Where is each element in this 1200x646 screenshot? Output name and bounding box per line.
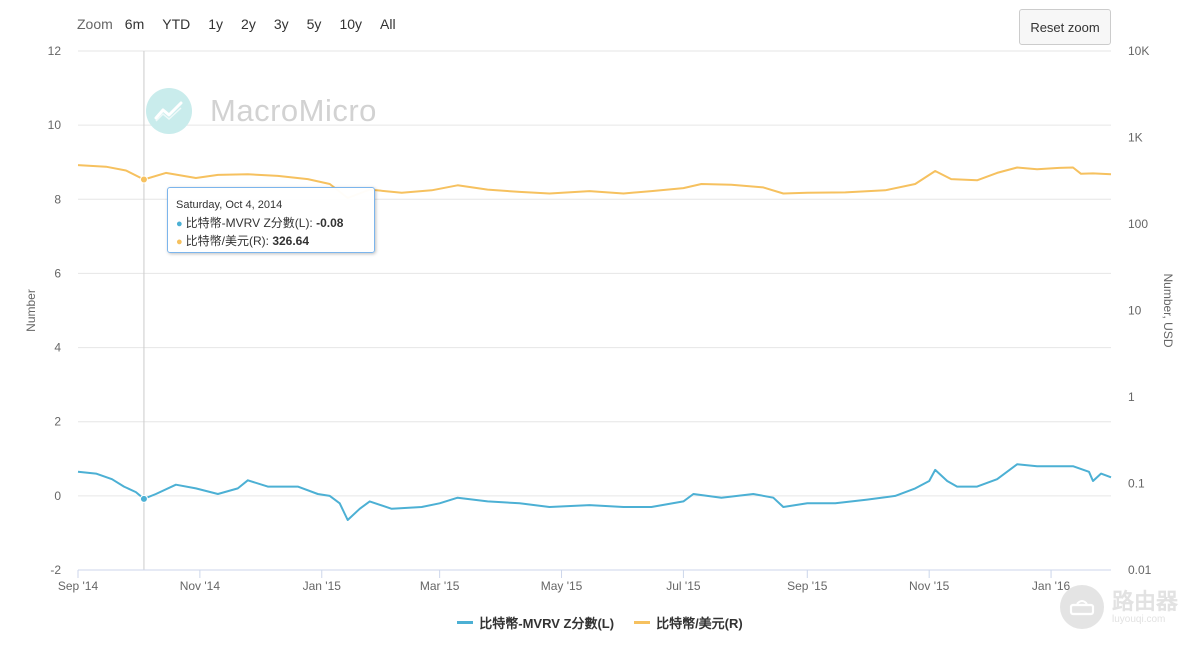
- x-tick-label: Jan '15: [303, 579, 342, 593]
- series-dot-icon: ●: [176, 218, 183, 230]
- y-left-tick-label: 8: [54, 192, 61, 206]
- corner-watermark: 路由器 luyouqi.com: [1060, 585, 1178, 629]
- y-left-tick-label: 6: [54, 266, 61, 280]
- legend-swatch: [634, 621, 651, 624]
- y-right-tick-label: 1K: [1128, 131, 1143, 145]
- axes: -2 0 2 4 6 8 10 12 0.01 0.1 1 10 100 1K 10K Sep '14 Nov …: [24, 44, 1175, 593]
- series-lines: [77, 164, 1112, 521]
- tooltip: Saturday, Oct 4, 2014 ● 比特幣-MVRV Z分數(L): …: [167, 187, 375, 253]
- x-tick-label: Jan '16: [1032, 579, 1071, 593]
- legend-item-mvrv[interactable]: 比特幣-MVRV Z分數(L): [457, 613, 614, 632]
- y-left-tick-label: 12: [48, 44, 62, 58]
- legend: 比特幣-MVRV Z分數(L) 比特幣/美元(R): [0, 613, 1200, 632]
- hover-point: [139, 494, 148, 503]
- tooltip-date: Saturday, Oct 4, 2014: [176, 199, 283, 211]
- tooltip-label: 比特幣-MVRV Z分數(L):: [185, 216, 317, 230]
- zoom-ytd-button[interactable]: YTD: [162, 16, 191, 32]
- zoom-all-button[interactable]: All: [380, 16, 396, 32]
- x-tick-label: Nov '14: [180, 579, 221, 593]
- y-left-tick-label: 2: [54, 415, 61, 429]
- reset-zoom-button[interactable]: Reset zoom: [1019, 9, 1111, 45]
- x-tick-label: Nov '15: [909, 579, 950, 593]
- y-right-tick-label: 10: [1128, 304, 1142, 318]
- x-tick-label: Mar '15: [420, 579, 460, 593]
- zoom-2y-button[interactable]: 2y: [241, 16, 256, 32]
- zoom-3y-button[interactable]: 3y: [273, 16, 289, 32]
- zoom-1y-button[interactable]: 1y: [208, 16, 224, 32]
- legend-item-price[interactable]: 比特幣/美元(R): [634, 613, 743, 632]
- y-right-tick-label: 1: [1128, 390, 1135, 404]
- y-left-tick-label: 4: [54, 341, 61, 355]
- y-left-tick-label: 0: [54, 489, 61, 503]
- y-right-axis-title: Number, USD: [1161, 273, 1175, 347]
- x-tick-label: Sep '14: [58, 579, 99, 593]
- hover-point: [139, 175, 148, 184]
- y-left-axis-title: Number: [24, 289, 38, 332]
- zoom-10y-button[interactable]: 10y: [339, 16, 363, 32]
- tooltip-value: 326.64: [272, 234, 310, 248]
- x-tick-label: Sep '15: [787, 579, 828, 593]
- zoom-bar: Zoom 6m YTD 1y 2y 3y 5y 10y All: [77, 14, 414, 34]
- y-right-tick-label: 0.1: [1128, 477, 1145, 491]
- x-tick-label: Jul '15: [666, 579, 701, 593]
- legend-swatch: [457, 621, 474, 624]
- zoom-5y-button[interactable]: 5y: [306, 16, 322, 32]
- watermark-text: MacroMicro: [210, 93, 377, 128]
- watermark: MacroMicro: [146, 88, 377, 134]
- x-tick-label: May '15: [541, 579, 583, 593]
- legend-label: 比特幣/美元(R): [656, 616, 743, 631]
- tooltip-row-price: ● 比特幣/美元(R): 326.64: [176, 233, 366, 251]
- tooltip-label: 比特幣/美元(R):: [185, 234, 273, 248]
- mvrv-z-score-line: [77, 463, 1112, 521]
- y-left-tick-label: -2: [50, 563, 61, 577]
- corner-text: 路由器: [1112, 588, 1179, 614]
- zoom-label: Zoom: [77, 16, 113, 32]
- trend-logo-icon: [146, 88, 192, 134]
- corner-text-group: 路由器 luyouqi.com: [1112, 588, 1179, 625]
- tooltip-value: -0.08: [316, 216, 344, 230]
- series-dot-icon: ●: [176, 236, 183, 248]
- y-right-tick-label: 100: [1128, 217, 1148, 231]
- legend-label: 比特幣-MVRV Z分數(L): [479, 616, 615, 631]
- router-logo-icon: [1060, 585, 1104, 629]
- y-left-tick-label: 10: [48, 118, 62, 132]
- y-right-tick-label: 0.01: [1128, 563, 1152, 577]
- zoom-6m-button[interactable]: 6m: [124, 16, 145, 32]
- y-right-tick-label: 10K: [1128, 44, 1149, 58]
- hover-markers: [139, 175, 148, 503]
- tooltip-row-mvrv: ● 比特幣-MVRV Z分數(L): -0.08: [176, 215, 366, 233]
- corner-subtext: luyouqi.com: [1112, 613, 1166, 625]
- btc-usd-price-line: [77, 164, 1112, 199]
